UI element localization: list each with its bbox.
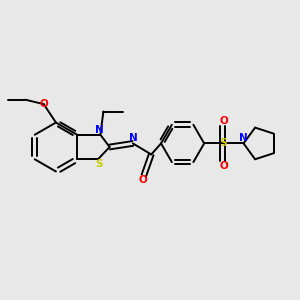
Text: O: O	[220, 116, 228, 126]
Text: O: O	[39, 99, 48, 109]
Text: O: O	[138, 175, 147, 185]
Text: N: N	[95, 125, 104, 135]
Text: S: S	[219, 138, 226, 148]
Text: S: S	[95, 159, 102, 169]
Text: N: N	[128, 134, 137, 143]
Text: N: N	[239, 134, 248, 143]
Text: O: O	[220, 160, 228, 170]
